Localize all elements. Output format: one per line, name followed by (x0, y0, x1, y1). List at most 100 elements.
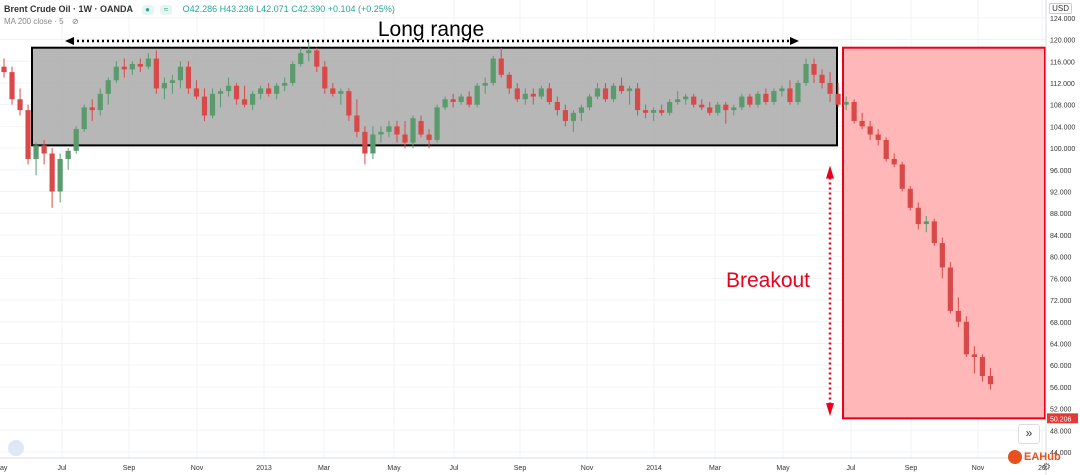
watermark-logo-icon (1008, 450, 1022, 464)
y-tick-label: 60.000 (1050, 363, 1072, 370)
candles (1, 42, 994, 390)
candle-body (538, 88, 544, 97)
candle-body (177, 66, 184, 81)
overlay: Long range Breakout (65, 18, 834, 417)
candle-body (835, 93, 841, 105)
x-tick-label: Jul (58, 465, 67, 472)
candle-body (907, 188, 913, 208)
candle-body (675, 99, 681, 102)
candle-body (25, 110, 31, 159)
change-value: +0.104 (+0.25%) (327, 4, 395, 14)
candle-body (442, 99, 448, 108)
tradingview-logo-icon (8, 440, 24, 456)
candle-body (378, 131, 384, 135)
candle-body (322, 66, 328, 89)
last-price-label: 50.206 (1050, 416, 1072, 423)
x-tick-label: Sep (123, 465, 136, 472)
y-tick-label: 92.000 (1050, 190, 1072, 197)
range-layer (31, 46, 1046, 420)
x-tick-label: May (387, 465, 401, 472)
gear-icon[interactable]: ⚙ (1042, 462, 1051, 473)
candle-body (498, 58, 504, 75)
close-value: C42.390 (291, 4, 326, 14)
candle-body (779, 88, 785, 92)
candle-body (971, 354, 978, 358)
candle-body (450, 99, 456, 102)
candle-body (153, 58, 159, 89)
eye-hidden-icon[interactable]: ⊘ (71, 17, 79, 26)
candle-body (65, 150, 71, 159)
candle-body (530, 93, 536, 97)
y-tick-label: 80.000 (1050, 255, 1072, 262)
candle-body (306, 50, 312, 54)
candle-body (314, 50, 320, 67)
candle-body (659, 110, 665, 113)
y-tick-label: 76.000 (1050, 276, 1072, 283)
x-tick-label: Mar (709, 465, 722, 472)
y-tick-label: 64.000 (1050, 341, 1072, 348)
candle-body (370, 134, 376, 154)
last-price-tag (1047, 413, 1078, 424)
candle-body (643, 110, 649, 113)
y-tick-label: 116.000 (1050, 59, 1075, 66)
candle-body (185, 66, 192, 89)
y-tick-label: 56.000 (1050, 385, 1072, 392)
candle-body (899, 164, 905, 189)
ohlc-values: O42.286 H43.236 L42.071 C42.390 +0.104 (… (183, 4, 395, 14)
candle-body (795, 82, 801, 102)
candle-body (691, 96, 697, 105)
candle-body (554, 101, 560, 111)
candle-body (258, 88, 264, 94)
open-value: O42.286 (182, 4, 218, 14)
candle-body (522, 93, 528, 100)
candle-body (891, 158, 897, 165)
ma-label[interactable]: MA 200 close · 5 (4, 17, 64, 26)
breakout-arrow-bottom-head (826, 403, 834, 417)
currency-badge[interactable]: USD (1049, 3, 1072, 14)
candle-body (57, 158, 63, 192)
symbol-title[interactable]: Brent Crude Oil · 1W · OANDA (4, 4, 134, 14)
candle-body (939, 243, 945, 268)
candle-body (747, 96, 753, 105)
candle-body (731, 107, 737, 111)
candle-body (201, 96, 208, 116)
candle-body (73, 129, 79, 151)
candle-body (787, 88, 793, 102)
candle-body (699, 104, 705, 108)
candle-body (113, 66, 119, 81)
range-label: Long range (378, 18, 484, 41)
candle-body (105, 80, 111, 94)
candle-body (867, 126, 873, 135)
candle-body (394, 126, 400, 135)
candle-body (723, 104, 729, 111)
candle-body (1, 66, 7, 73)
candle-body (330, 88, 336, 94)
candle-body (298, 53, 304, 64)
compare-icon[interactable]: ≈ (160, 4, 173, 15)
status-dot-icon: ● (141, 4, 154, 15)
candle-body (97, 93, 103, 111)
y-tick-label: 120.000 (1050, 38, 1075, 45)
y-axis[interactable]: 124.000 120.000 116.000 112.000 108.000 104.0… (1045, 0, 1078, 475)
y-tick-label: 84.000 (1050, 233, 1072, 240)
candle-body (803, 63, 809, 83)
symbol-legend: Brent Crude Oil · 1W · OANDA ● ≈ O42.286… (4, 4, 395, 15)
range-arrow-right-head (790, 37, 799, 45)
candle-body (402, 134, 408, 143)
candle-body (121, 66, 127, 70)
y-tick-label: 88.000 (1050, 211, 1072, 218)
y-tick-label: 124.000 (1050, 16, 1075, 23)
x-tick-label: May (776, 465, 790, 472)
candle-body (851, 101, 857, 121)
x-axis[interactable]: Jul Sep Nov 2013 Mar May Jul Sep Nov 2014 Mar May Ju… (0, 457, 1046, 472)
breakout-arrow-top-head (826, 165, 834, 179)
y-tick-label: 104.000 (1050, 124, 1075, 131)
x-tick-label: 2014 (646, 465, 662, 472)
candle-body (963, 321, 969, 355)
candle-body (474, 85, 480, 105)
candle-body (81, 107, 87, 130)
scroll-to-latest-button[interactable]: » (1018, 424, 1040, 444)
x-tick-label: 2013 (256, 465, 272, 472)
candle-body (683, 96, 689, 100)
